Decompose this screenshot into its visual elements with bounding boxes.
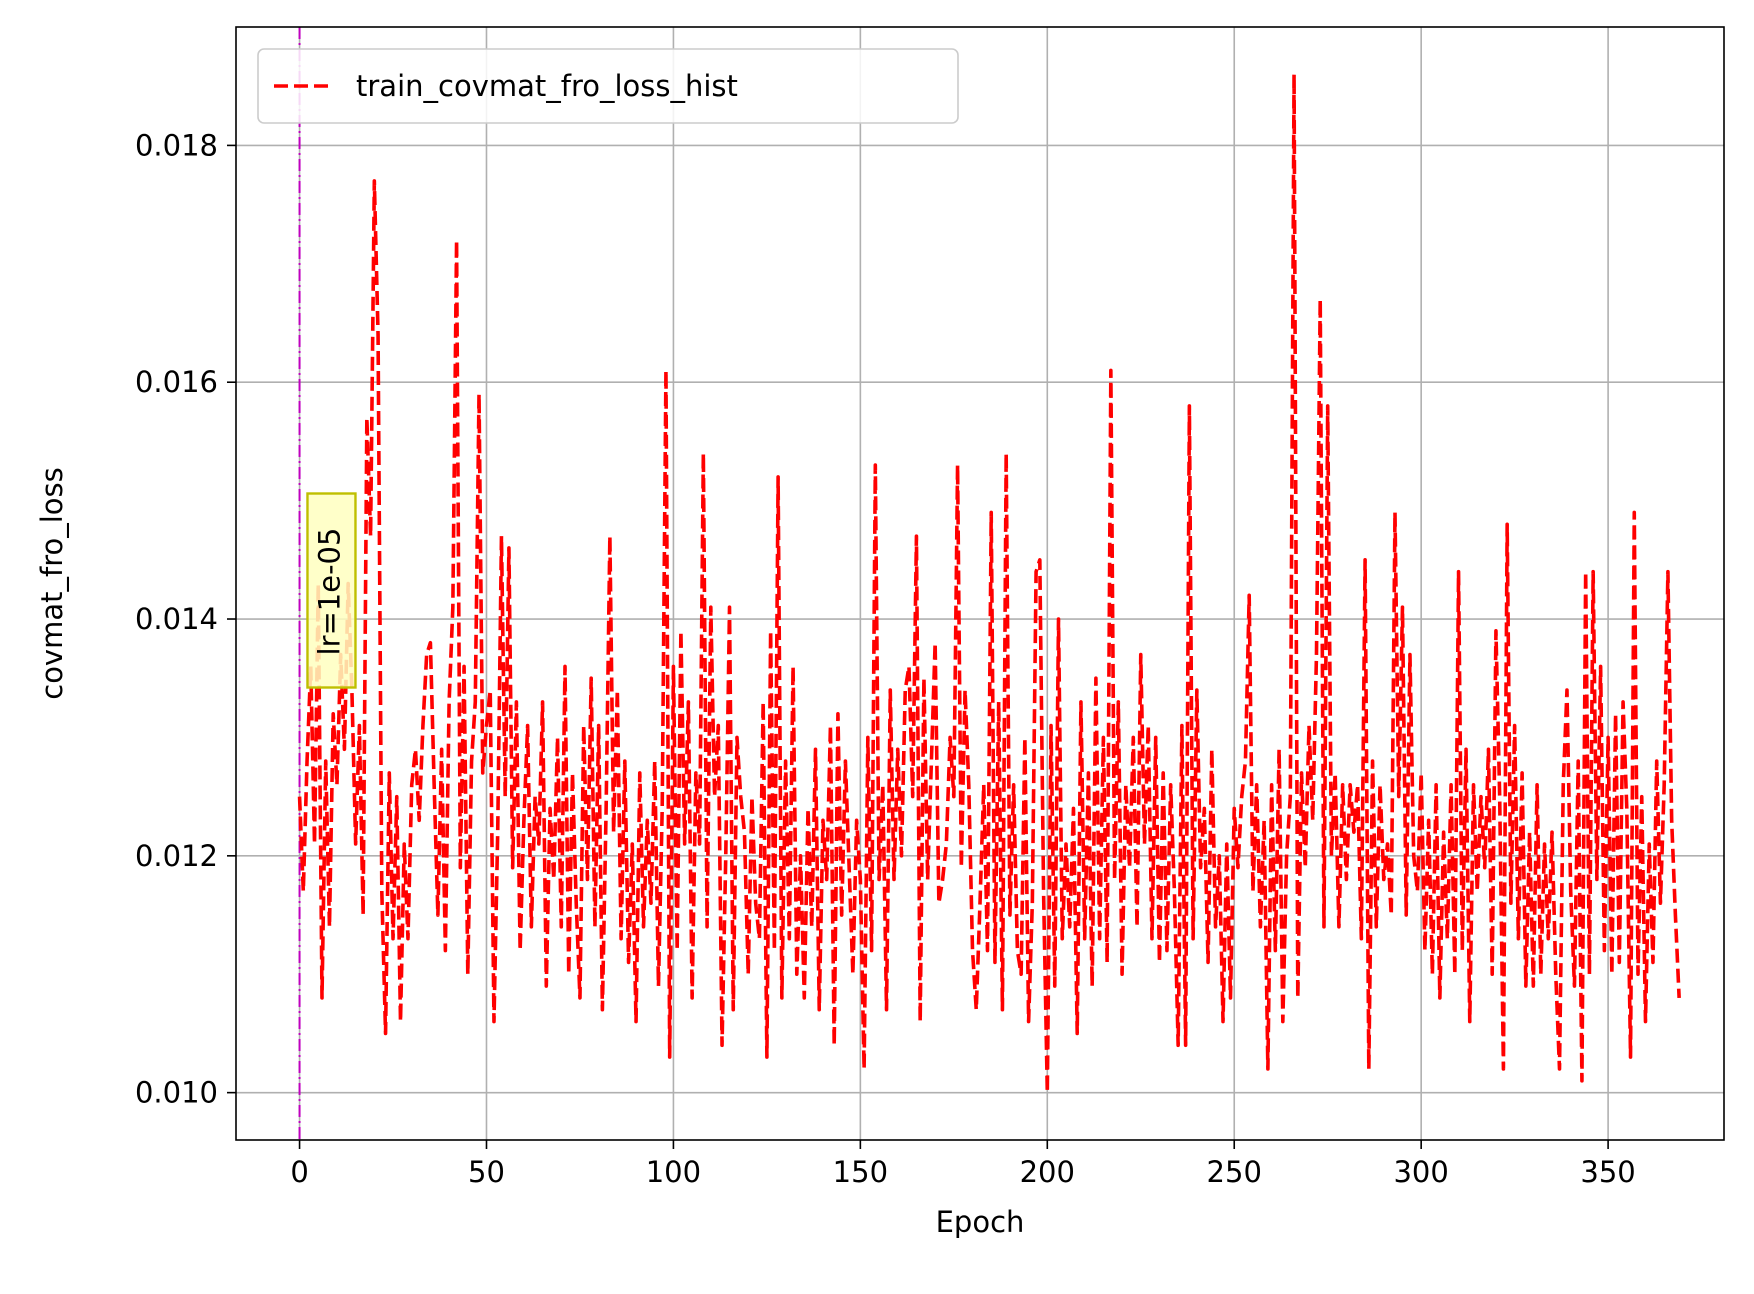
x-tick-label: 300 xyxy=(1393,1155,1448,1189)
y-tick-label: 0.010 xyxy=(135,1076,218,1110)
legend: train_covmat_fro_loss_hist xyxy=(257,48,959,124)
x-tick-label: 250 xyxy=(1207,1155,1262,1189)
y-tick-label: 0.014 xyxy=(135,602,218,636)
grid-lines xyxy=(236,27,1724,1140)
legend-box xyxy=(257,48,959,124)
lr-annotation-box xyxy=(306,492,357,689)
y-axis-ticks: 0.010 0.012 0.014 0.016 0.018 xyxy=(135,128,236,1110)
x-axis-label: Epoch xyxy=(936,1205,1025,1239)
x-tick-label: 100 xyxy=(646,1155,701,1189)
plot-frame xyxy=(235,26,1725,1141)
x-tick-label: 200 xyxy=(1020,1155,1075,1189)
x-tick-label: 150 xyxy=(833,1155,888,1189)
x-tick-label: 350 xyxy=(1580,1155,1635,1189)
y-axis-label: covmat_fro_loss xyxy=(35,467,69,700)
series-line-train-covmat-fro-loss-hist xyxy=(297,72,1681,1095)
y-tick-label: 0.016 xyxy=(135,365,218,399)
lr-annotation-text: lr=1e-05 xyxy=(312,528,346,656)
y-tick-label: 0.012 xyxy=(135,839,218,873)
y-tick-label: 0.018 xyxy=(135,128,218,162)
legend-label-train-covmat-fro-loss-hist: train_covmat_fro_loss_hist xyxy=(356,69,738,103)
x-axis-ticks: 0 50 100 150 200 250 300 350 xyxy=(290,1140,1636,1189)
x-tick-label: 0 xyxy=(290,1155,308,1189)
x-tick-label: 50 xyxy=(468,1155,505,1189)
lr-annotation: lr=1e-05 xyxy=(306,492,357,689)
